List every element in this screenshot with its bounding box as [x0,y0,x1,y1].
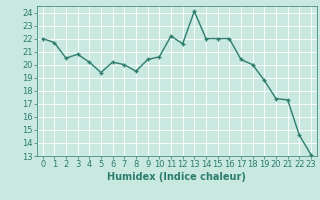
X-axis label: Humidex (Indice chaleur): Humidex (Indice chaleur) [108,172,246,182]
